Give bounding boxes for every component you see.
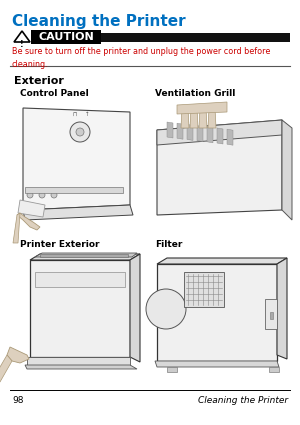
Text: Cleaning the Printer: Cleaning the Printer bbox=[12, 14, 186, 29]
Polygon shape bbox=[197, 126, 203, 142]
Text: Filter: Filter bbox=[155, 240, 182, 249]
Polygon shape bbox=[23, 205, 133, 220]
Bar bbox=[269, 367, 279, 372]
Text: 98: 98 bbox=[12, 396, 23, 405]
Text: Be sure to turn off the printer and unplug the power cord before
cleaning.: Be sure to turn off the printer and unpl… bbox=[12, 47, 270, 68]
Bar bbox=[184, 272, 224, 307]
Polygon shape bbox=[0, 355, 12, 382]
Polygon shape bbox=[217, 128, 223, 144]
Polygon shape bbox=[18, 200, 45, 217]
Polygon shape bbox=[155, 361, 279, 367]
Polygon shape bbox=[207, 127, 213, 143]
Bar bbox=[25, 187, 123, 193]
Text: CAUTION: CAUTION bbox=[38, 32, 94, 42]
Polygon shape bbox=[157, 120, 282, 145]
Text: Cleaning the Printer: Cleaning the Printer bbox=[198, 396, 288, 405]
Polygon shape bbox=[190, 108, 198, 128]
Polygon shape bbox=[13, 213, 20, 243]
Bar bbox=[35, 272, 125, 287]
Text: Control Panel: Control Panel bbox=[20, 89, 89, 98]
Circle shape bbox=[146, 289, 186, 329]
Polygon shape bbox=[181, 108, 189, 128]
Polygon shape bbox=[23, 108, 130, 210]
Polygon shape bbox=[30, 260, 130, 357]
Text: !: ! bbox=[20, 40, 24, 49]
Bar bbox=[157, 264, 277, 361]
Bar bbox=[40, 254, 128, 257]
Text: Exterior: Exterior bbox=[14, 76, 64, 86]
Bar bbox=[167, 367, 177, 372]
Polygon shape bbox=[199, 108, 207, 128]
Polygon shape bbox=[277, 258, 287, 359]
Polygon shape bbox=[7, 347, 29, 363]
Polygon shape bbox=[177, 123, 183, 139]
Text: Ventilation Grill: Ventilation Grill bbox=[155, 89, 236, 98]
Polygon shape bbox=[35, 253, 137, 257]
Polygon shape bbox=[157, 258, 287, 264]
Bar bbox=[265, 299, 277, 329]
Polygon shape bbox=[282, 120, 292, 220]
Polygon shape bbox=[177, 102, 227, 114]
Polygon shape bbox=[25, 365, 137, 369]
Polygon shape bbox=[27, 357, 130, 365]
Circle shape bbox=[27, 192, 33, 198]
Bar bbox=[101, 33, 290, 42]
Polygon shape bbox=[167, 122, 173, 138]
Polygon shape bbox=[30, 254, 140, 260]
Polygon shape bbox=[227, 129, 233, 145]
Polygon shape bbox=[157, 120, 282, 215]
Circle shape bbox=[39, 192, 45, 198]
Polygon shape bbox=[17, 213, 40, 230]
Text: Printer Exterior: Printer Exterior bbox=[20, 240, 100, 249]
Circle shape bbox=[70, 122, 90, 142]
Bar bbox=[270, 312, 273, 319]
Text: ⊓: ⊓ bbox=[73, 112, 77, 117]
Polygon shape bbox=[130, 254, 140, 362]
Polygon shape bbox=[187, 125, 193, 140]
Bar bbox=[31, 30, 101, 44]
Polygon shape bbox=[208, 108, 216, 128]
Polygon shape bbox=[14, 31, 30, 42]
Circle shape bbox=[51, 192, 57, 198]
Text: ↑: ↑ bbox=[85, 112, 89, 117]
Circle shape bbox=[76, 128, 84, 136]
